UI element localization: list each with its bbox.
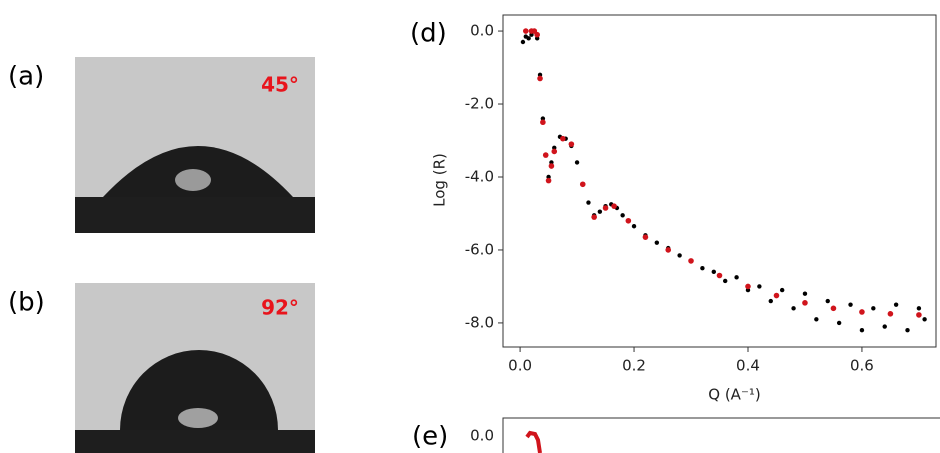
panel-label: (a) <box>8 62 44 92</box>
data-point <box>597 209 603 214</box>
data-point <box>836 320 842 326</box>
data-point <box>620 213 625 218</box>
data-point <box>734 275 739 280</box>
data-point <box>802 300 808 306</box>
data-point <box>548 163 555 169</box>
panel-label: (b) <box>8 288 45 318</box>
curve-fragment <box>525 430 542 453</box>
droplet-image <box>75 57 315 233</box>
y-tick-label: 0.0 <box>470 22 494 40</box>
data-point <box>802 291 808 296</box>
data-point <box>545 177 552 184</box>
data-point <box>611 203 617 209</box>
y-tick-label: -4.0 <box>465 167 494 185</box>
data-point <box>814 317 819 322</box>
data-point <box>526 36 531 41</box>
data-point <box>905 328 910 333</box>
data-point <box>859 328 865 333</box>
data-point <box>711 269 717 275</box>
x-tick-label: 0.4 <box>736 357 760 375</box>
data-point <box>522 28 529 34</box>
panel-label: (e) <box>412 422 448 452</box>
data-point <box>757 284 762 289</box>
x-tick-label: 0.2 <box>622 357 646 375</box>
data-point <box>716 272 723 279</box>
data-point <box>791 306 796 311</box>
data-point <box>586 200 591 205</box>
data-point <box>540 119 546 126</box>
data-point <box>560 135 566 142</box>
data-point <box>859 309 865 315</box>
data-point <box>551 148 558 155</box>
data-point <box>773 292 780 299</box>
data-point <box>677 253 682 258</box>
data-point <box>654 240 660 245</box>
droplet-image <box>75 283 315 453</box>
contact-angle: 92° <box>261 296 299 320</box>
x-axis-label: Q (A⁻¹) <box>708 386 760 404</box>
data-point <box>893 302 899 307</box>
data-point <box>568 141 575 147</box>
x-tick-label: 0.6 <box>850 357 874 375</box>
data-point <box>916 312 922 318</box>
y-axis-label: Log (R) <box>431 153 449 207</box>
data-point <box>591 214 597 220</box>
data-point <box>688 258 694 264</box>
y-tick-label: 0.0 <box>470 427 494 445</box>
chart: 0.0 -2.0 -4.0 -6.0 -8.0 0.0 0.2 0.4 0.6 Q (A⁻¹) Lo… <box>431 14 937 404</box>
data-point <box>768 298 773 304</box>
axes-frame <box>502 417 940 453</box>
panel-label: (d) <box>410 19 447 49</box>
data-point <box>887 311 894 317</box>
data-point <box>542 152 549 158</box>
data-point <box>574 160 580 165</box>
data-point <box>916 306 922 311</box>
data-point <box>534 31 540 38</box>
axes-frame <box>502 14 937 348</box>
data-point <box>722 278 728 284</box>
data-point <box>625 217 632 224</box>
y-tick-label: -6.0 <box>465 240 494 258</box>
y-tick-label: -8.0 <box>465 313 494 331</box>
data-point <box>631 224 637 229</box>
data-point <box>848 302 853 307</box>
x-tick-label: 0.0 <box>508 357 532 375</box>
data-point <box>602 205 609 211</box>
data-point <box>700 265 705 271</box>
data-point <box>825 298 830 304</box>
data-point <box>830 305 837 312</box>
data-point <box>665 247 672 253</box>
data-point <box>779 287 785 293</box>
data-point <box>871 306 876 311</box>
data-point <box>520 39 526 45</box>
data-point <box>642 234 649 240</box>
y-tick-label: -2.0 <box>465 95 494 113</box>
contact-angle: 45° <box>261 73 299 97</box>
data-point <box>745 283 751 290</box>
data-point <box>579 181 586 188</box>
data-point <box>537 75 543 82</box>
data-point <box>922 317 927 322</box>
data-point <box>882 324 887 329</box>
